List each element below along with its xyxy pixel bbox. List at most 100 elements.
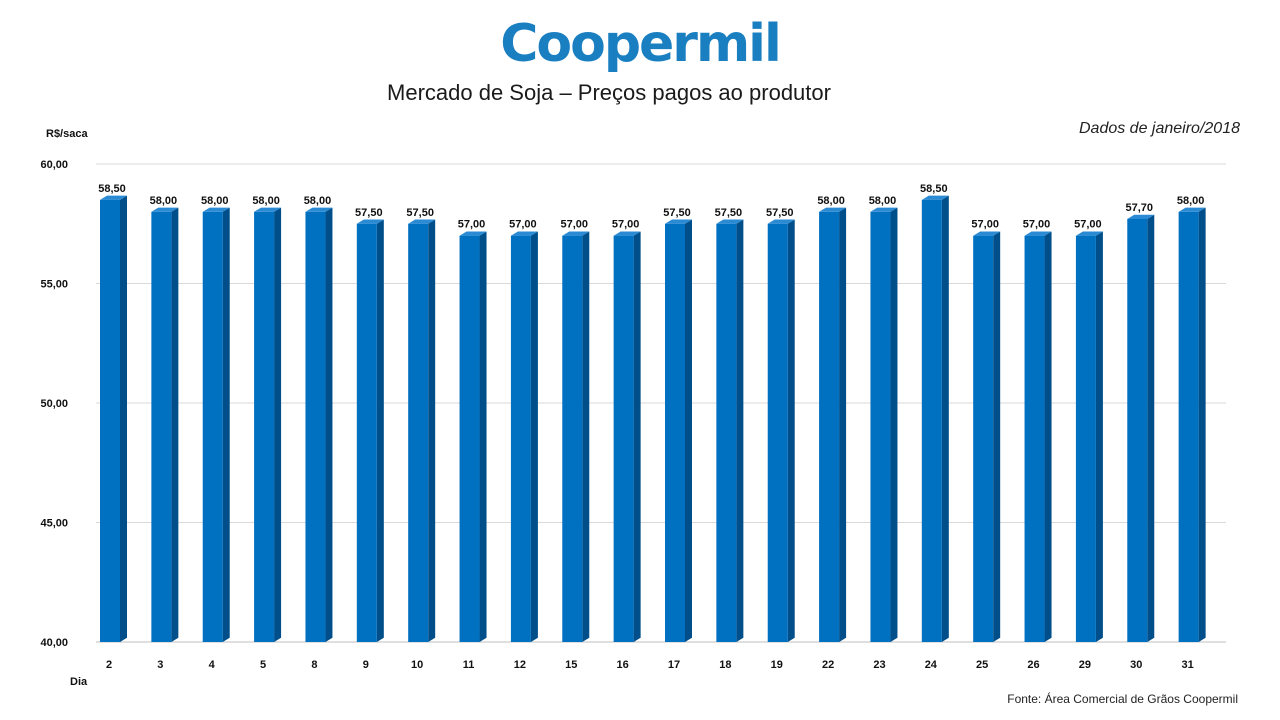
data-label: 57,00 (1023, 219, 1051, 231)
x-tick-label: 10 (411, 659, 423, 671)
bar-top (921, 195, 949, 200)
bar-side (633, 231, 641, 642)
bar-side (839, 207, 847, 642)
x-tick-label: 19 (771, 659, 783, 671)
bar-top (1075, 231, 1103, 236)
bar-front (562, 235, 583, 642)
bar-side (582, 231, 590, 642)
bar-side (993, 231, 1001, 642)
x-tick-label: 4 (209, 659, 216, 671)
bar-front (459, 235, 480, 642)
bar-top (459, 231, 487, 236)
bar (921, 195, 949, 642)
chart-title: Mercado de Soja – Preços pagos ao produt… (387, 80, 831, 105)
bar-side (376, 219, 384, 643)
bar-front (973, 235, 994, 642)
bar-side (736, 219, 744, 643)
data-label: 57,50 (355, 207, 383, 219)
bar-top (1178, 207, 1206, 212)
bar-top (305, 207, 333, 212)
bar-front (665, 223, 685, 642)
x-tick-label: 5 (260, 659, 266, 671)
bar-side (1198, 207, 1206, 642)
bar-front (151, 211, 172, 643)
bar-front (202, 211, 223, 643)
x-tick-label: 26 (1027, 659, 1039, 671)
bar (562, 231, 590, 642)
chart-subtitle: Dados de janeiro/2018 (1078, 120, 1240, 137)
bar-side (325, 207, 333, 642)
bar (973, 231, 1001, 642)
x-tick-label: 29 (1079, 659, 1091, 671)
bar (716, 219, 744, 643)
y-tick-label: 55,00 (40, 279, 68, 291)
data-label: 58,50 (920, 183, 948, 195)
x-tick-label: 12 (514, 659, 526, 671)
bar-front (819, 211, 840, 643)
data-label: 58,00 (869, 195, 897, 207)
bar-front (254, 211, 275, 643)
bar-top (716, 219, 744, 224)
bar (356, 219, 384, 643)
data-label: 57,00 (1074, 219, 1102, 231)
bar-front (1178, 211, 1199, 643)
bar-side (530, 231, 538, 642)
bar-side (222, 207, 230, 642)
bar-front (510, 235, 531, 642)
bar-side (428, 219, 436, 643)
bar-top (202, 207, 230, 212)
bar-side (120, 195, 127, 642)
bar-side (479, 231, 487, 642)
x-tick-label: 24 (925, 659, 938, 671)
x-tick-label: 9 (363, 659, 369, 671)
bar (665, 219, 692, 643)
bar (202, 207, 230, 643)
x-tick-label: 25 (976, 659, 988, 671)
bar-front (1024, 235, 1045, 642)
bar-top (254, 207, 282, 212)
bar-top (510, 231, 538, 236)
bar-side (1095, 231, 1103, 642)
data-label: 57,00 (971, 219, 999, 231)
data-label: 57,50 (406, 207, 434, 219)
bar (408, 219, 436, 643)
y-tick-label: 50,00 (40, 398, 68, 410)
data-label: 58,00 (304, 195, 332, 207)
y-tick-label: 60,00 (40, 159, 68, 171)
bar-top (1127, 214, 1155, 219)
bar-side (274, 207, 282, 642)
bar (767, 219, 795, 643)
bar-top (356, 219, 384, 224)
data-label: 57,00 (612, 219, 640, 231)
bar-top (613, 231, 641, 236)
x-tick-label: 17 (668, 659, 680, 671)
data-label: 57,00 (458, 219, 486, 231)
bar-side (171, 207, 179, 642)
bar-side (941, 195, 949, 642)
bar-front (767, 223, 788, 642)
bar-top (1024, 231, 1052, 236)
data-label: 58,00 (1177, 195, 1205, 207)
y-tick-label: 45,00 (40, 518, 68, 530)
x-tick-label: 8 (311, 659, 317, 671)
x-tick-label: 16 (617, 659, 629, 671)
y-tick-label: 40,00 (40, 637, 68, 649)
bar-side (890, 207, 898, 642)
data-label: 57,50 (766, 207, 794, 219)
bar-front (921, 199, 942, 642)
bar-top (151, 207, 179, 212)
x-tick-label: 15 (565, 659, 577, 671)
bar-front (100, 199, 120, 642)
bar-top (973, 231, 1001, 236)
data-label: 57,50 (663, 207, 691, 219)
bar (613, 231, 641, 642)
data-label: 57,50 (715, 207, 743, 219)
bar-front (408, 223, 429, 642)
y-axis-label: R$/saca (46, 128, 88, 140)
bar-top (408, 219, 436, 224)
bar (510, 231, 538, 642)
x-tick-label: 3 (157, 659, 163, 671)
bar (1024, 231, 1052, 642)
data-label: 58,00 (817, 195, 845, 207)
data-label: 57,00 (509, 219, 537, 231)
